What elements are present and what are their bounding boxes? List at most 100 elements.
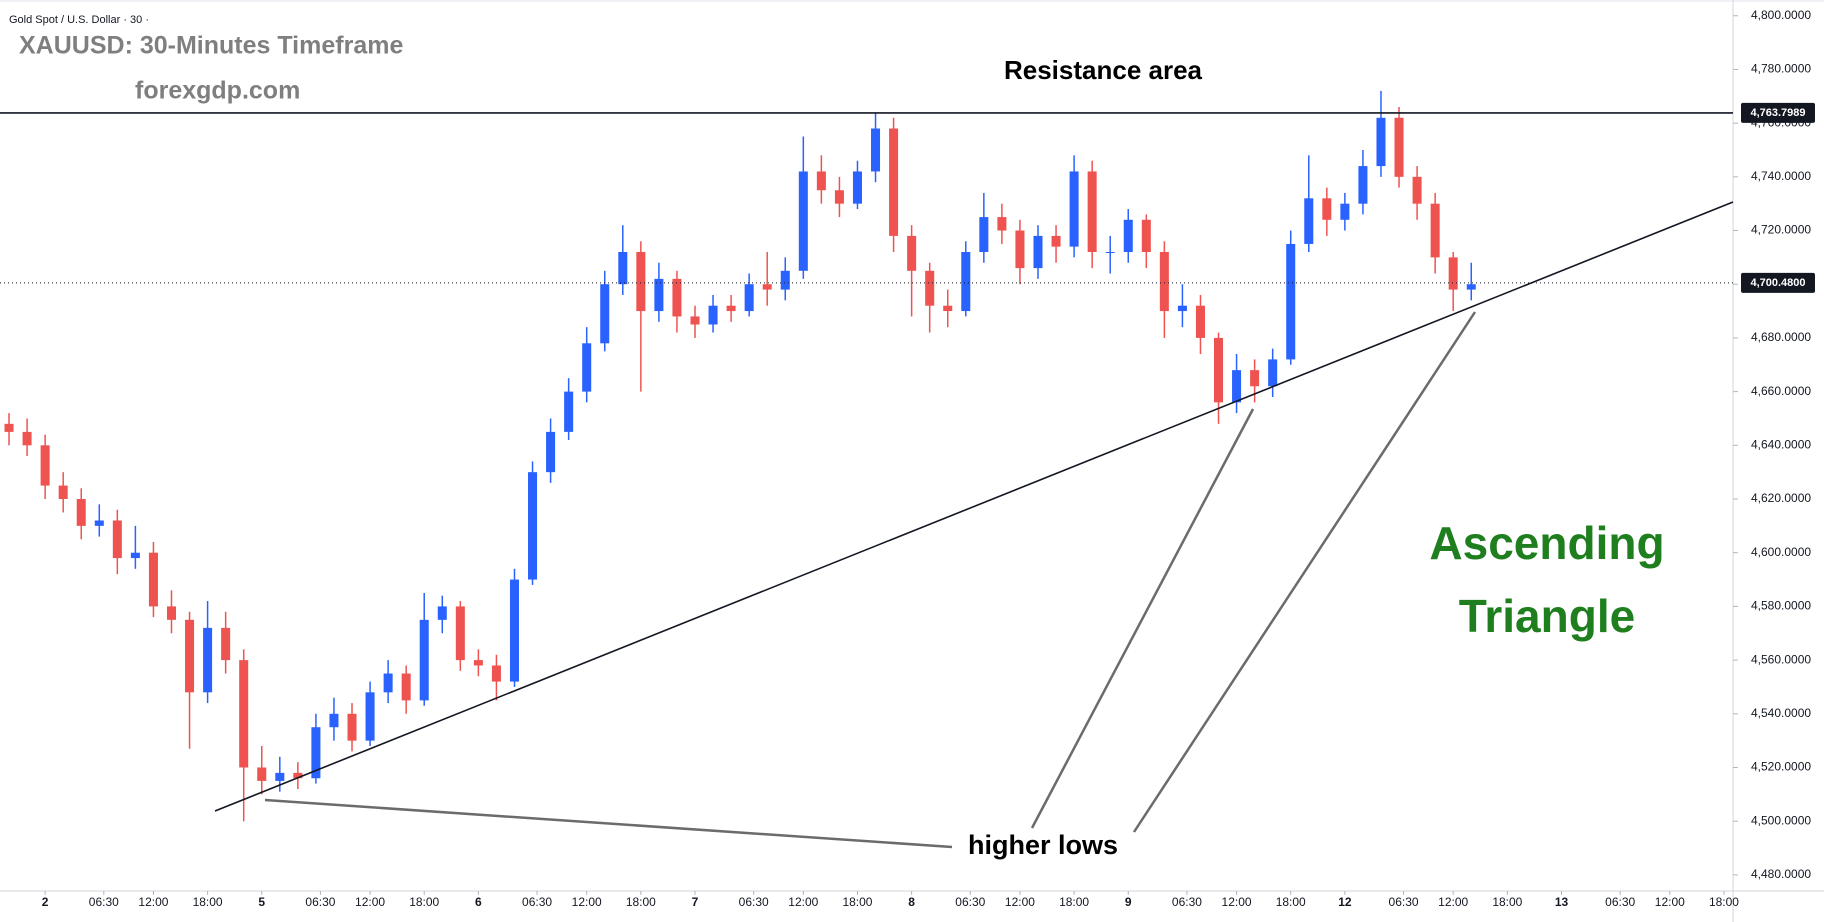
y-tick-label: 4,720.0000 bbox=[1751, 223, 1811, 237]
candle-body bbox=[130, 552, 140, 559]
candle-body bbox=[1304, 198, 1314, 244]
plot: 4,480.0000 4,500.0000 4,520.0000 4,540.0000… bbox=[4, 8, 1811, 909]
candle-body bbox=[257, 767, 267, 781]
candle-body bbox=[1466, 284, 1476, 290]
x-tick-label: 12:00 bbox=[788, 895, 818, 909]
y-tick-label: 4,620.0000 bbox=[1751, 491, 1811, 505]
candle-body bbox=[94, 520, 104, 526]
x-tick-label: 9 bbox=[1125, 895, 1132, 909]
candle-body bbox=[943, 305, 953, 312]
candle-body bbox=[239, 660, 249, 768]
candle-body bbox=[1268, 359, 1278, 387]
x-tick-label: 06:30 bbox=[1605, 895, 1635, 909]
y-tick-label: 4,480.0000 bbox=[1751, 867, 1811, 881]
candle-body bbox=[383, 673, 393, 693]
candle-body bbox=[347, 713, 357, 741]
candle-body bbox=[329, 713, 339, 728]
candle-body bbox=[58, 485, 68, 500]
candle-body bbox=[185, 619, 195, 693]
y-tick-label: 4,580.0000 bbox=[1751, 599, 1811, 613]
x-tick-label: 12:00 bbox=[138, 895, 168, 909]
candle-body bbox=[1376, 117, 1386, 167]
candle-body bbox=[1069, 171, 1079, 247]
x-tick-label: 12:00 bbox=[1005, 895, 1035, 909]
x-tick-label: 12:00 bbox=[1222, 895, 1252, 909]
chart-subtitle: forexgdp.com bbox=[135, 77, 300, 105]
candle-body bbox=[1286, 243, 1296, 360]
x-tick-label: 7 bbox=[692, 895, 699, 909]
candle-body bbox=[112, 520, 122, 559]
candle-body bbox=[221, 627, 231, 661]
candle-body bbox=[365, 692, 375, 741]
resistance-label: Resistance area bbox=[1004, 55, 1203, 85]
candle-body bbox=[618, 252, 628, 285]
y-tick-label: 4,520.0000 bbox=[1751, 760, 1811, 774]
y-tick-label: 4,640.0000 bbox=[1751, 437, 1811, 451]
price-label: 4,700.4800 bbox=[1750, 277, 1805, 289]
x-tick-label: 18:00 bbox=[842, 895, 872, 909]
candle-body bbox=[311, 727, 321, 779]
candle-body bbox=[798, 171, 808, 271]
candle-body bbox=[22, 431, 32, 446]
candle-body bbox=[708, 305, 718, 325]
pattern-label: Ascending bbox=[1429, 517, 1664, 569]
x-tick-label: 12:00 bbox=[355, 895, 385, 909]
candle-body bbox=[509, 579, 519, 682]
trendline bbox=[214, 201, 1734, 812]
x-tick-label: 06:30 bbox=[305, 895, 335, 909]
candle-body bbox=[961, 252, 971, 312]
candle-body bbox=[889, 128, 899, 236]
candle-body bbox=[437, 606, 447, 620]
x-tick-label: 18:00 bbox=[1492, 895, 1522, 909]
x-tick-label: 18:00 bbox=[1059, 895, 1089, 909]
price-label: 4,763.7989 bbox=[1750, 107, 1805, 119]
candle-body bbox=[582, 343, 592, 392]
candle-body bbox=[1430, 203, 1440, 258]
y-tick-label: 4,740.0000 bbox=[1751, 169, 1811, 183]
candle-body bbox=[600, 284, 610, 344]
x-tick-label: 8 bbox=[908, 895, 915, 909]
candle-body bbox=[834, 190, 844, 204]
candle-body bbox=[166, 606, 177, 620]
y-tick-label: 4,660.0000 bbox=[1751, 384, 1811, 398]
y-tick-label: 4,600.0000 bbox=[1751, 545, 1811, 559]
x-tick-label: 06:30 bbox=[1389, 895, 1419, 909]
candle-body bbox=[1087, 171, 1097, 253]
price-labels: 4,763.7989 4,700.4800 bbox=[0, 102, 1815, 293]
x-tick-label: 06:30 bbox=[89, 895, 119, 909]
candle-body bbox=[1214, 337, 1224, 403]
candle-body bbox=[4, 423, 14, 432]
x-tick-label: 06:30 bbox=[955, 895, 985, 909]
candle-body bbox=[852, 171, 862, 204]
x-tick-label: 06:30 bbox=[739, 895, 769, 909]
candle-body bbox=[871, 128, 881, 172]
x-tick-label: 18:00 bbox=[626, 895, 656, 909]
candle-body bbox=[275, 772, 285, 781]
candle-body bbox=[491, 665, 501, 682]
chart-title: XAUUSD: 30-Minutes Timeframe bbox=[19, 32, 403, 60]
x-tick-label: 18:00 bbox=[409, 895, 439, 909]
symbol-header: Gold Spot / U.S. Dollar · 30 · bbox=[9, 14, 149, 26]
pointer-line bbox=[264, 798, 953, 849]
candle-body bbox=[1358, 166, 1368, 204]
candle-body bbox=[816, 171, 826, 191]
candle-body bbox=[744, 284, 754, 312]
candle-body bbox=[690, 316, 700, 325]
candle-body bbox=[726, 305, 736, 312]
candle-body bbox=[1051, 235, 1061, 247]
candle-body bbox=[528, 472, 538, 580]
y-tick-label: 4,560.0000 bbox=[1751, 652, 1811, 666]
candle-body bbox=[1448, 257, 1458, 290]
candle-body bbox=[1141, 219, 1151, 253]
candle-body bbox=[203, 627, 213, 693]
x-tick-label: 12:00 bbox=[1655, 895, 1685, 909]
candle-body bbox=[293, 772, 303, 779]
candle-body bbox=[1322, 198, 1332, 220]
candle-body bbox=[419, 619, 429, 701]
y-tick-label: 4,800.0000 bbox=[1751, 8, 1811, 22]
candle-body bbox=[1033, 235, 1043, 269]
pattern-label: Triangle bbox=[1459, 590, 1635, 642]
